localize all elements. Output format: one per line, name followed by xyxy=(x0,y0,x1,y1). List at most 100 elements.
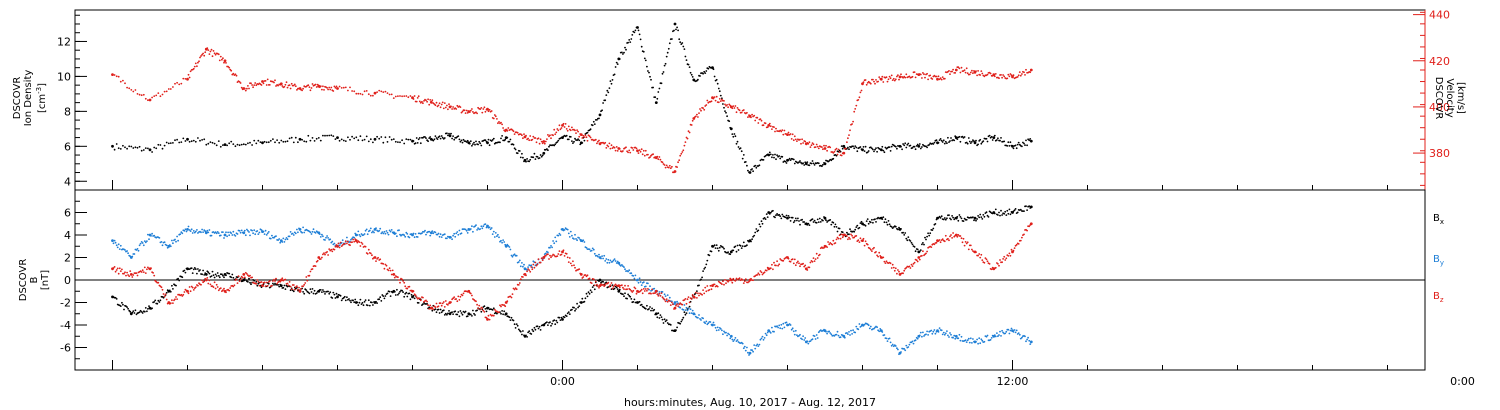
bz-sample xyxy=(657,294,660,297)
by-sample xyxy=(265,234,268,236)
by-sample xyxy=(904,349,907,352)
bz-sample xyxy=(743,280,746,283)
by-sample xyxy=(698,314,700,316)
density-sample xyxy=(874,148,876,151)
bz-sample xyxy=(705,290,708,293)
velocity-sample xyxy=(837,148,840,151)
bx-sample xyxy=(979,213,982,216)
density-sample xyxy=(956,138,959,141)
bz-sample xyxy=(724,279,726,281)
density-sample xyxy=(637,29,640,32)
bz-sample xyxy=(500,305,502,308)
velocity-sample xyxy=(968,73,971,76)
velocity-sample xyxy=(780,130,783,133)
by-sample xyxy=(837,334,840,337)
bx-sample xyxy=(929,232,932,235)
density-sample xyxy=(155,147,158,150)
bz-sample xyxy=(892,266,895,269)
bz-sample xyxy=(556,255,559,257)
density-tick-label: 10 xyxy=(57,70,71,83)
by-sample xyxy=(437,232,440,235)
bz-sample xyxy=(669,304,672,306)
velocity-sample xyxy=(434,104,437,107)
velocity-sample xyxy=(563,126,566,128)
bx-sample xyxy=(760,220,763,223)
bz-sample xyxy=(176,298,179,300)
by-sample xyxy=(999,330,1001,333)
by-sample xyxy=(244,234,247,237)
bx-sample xyxy=(799,223,801,226)
velocity-sample xyxy=(218,59,221,62)
by-sample xyxy=(424,229,426,232)
density-sample xyxy=(602,102,604,104)
density-sample xyxy=(647,70,649,72)
velocity-sample xyxy=(357,92,360,95)
density-sample xyxy=(799,160,801,162)
bx-sample xyxy=(372,304,374,306)
bz-sample xyxy=(597,285,599,288)
velocity-sample xyxy=(751,113,753,116)
by-sample xyxy=(496,235,498,238)
density-sample xyxy=(219,145,222,148)
by-sample xyxy=(513,253,516,256)
density-sample xyxy=(546,148,548,150)
velocity-sample xyxy=(683,144,686,147)
by-point xyxy=(429,231,433,235)
bz-sample xyxy=(171,299,173,302)
density-sample xyxy=(915,145,918,147)
bz-sample xyxy=(194,286,197,288)
bz-sample xyxy=(727,280,729,283)
by-sample xyxy=(177,239,180,242)
bz-sample xyxy=(306,279,309,282)
bx-sample xyxy=(131,311,134,314)
by-sample xyxy=(934,332,937,335)
velocity-sample xyxy=(986,73,989,76)
bx-sample xyxy=(701,276,703,279)
density-sample xyxy=(138,145,141,148)
bx-sample xyxy=(774,216,776,219)
bx-sample xyxy=(816,218,819,221)
density-sample xyxy=(425,137,427,140)
bx-sample xyxy=(675,329,677,331)
velocity-sample xyxy=(211,55,214,58)
velocity-sample xyxy=(676,166,678,169)
bz-sample xyxy=(382,263,385,265)
by-sample xyxy=(183,229,186,232)
bz-sample xyxy=(1004,259,1007,261)
bx-sample xyxy=(1006,209,1009,212)
density-sample xyxy=(157,143,160,146)
bz-sample xyxy=(324,253,326,256)
bx-sample xyxy=(389,295,392,297)
bz-sample xyxy=(911,265,914,267)
by-sample xyxy=(640,284,643,286)
by-sample xyxy=(762,338,765,341)
bz-sample xyxy=(129,270,132,272)
bz-sample xyxy=(453,296,456,298)
bz-sample xyxy=(358,241,361,244)
bz-sample xyxy=(510,296,513,299)
bx-sample xyxy=(864,224,867,227)
velocity-sample xyxy=(605,147,608,149)
by-sample xyxy=(593,252,596,255)
bx-sample xyxy=(522,330,524,332)
bz-sample xyxy=(710,288,713,291)
bz-sample xyxy=(675,304,677,307)
velocity-sample xyxy=(560,127,563,129)
velocity-sample xyxy=(115,75,118,78)
density-sample xyxy=(276,139,278,142)
by-sample xyxy=(989,338,992,341)
bz-sample xyxy=(311,268,314,270)
density-sample xyxy=(169,142,172,145)
bz-sample xyxy=(918,258,921,261)
density-sample xyxy=(713,75,716,78)
density-sample xyxy=(719,94,722,97)
by-sample xyxy=(627,270,629,273)
bz-sample xyxy=(864,240,867,243)
bz-sample xyxy=(641,292,644,295)
velocity-sample xyxy=(501,123,503,126)
velocity-sample xyxy=(202,52,205,55)
density-sample xyxy=(943,142,946,145)
density-sample xyxy=(446,132,448,135)
density-sample xyxy=(361,139,364,142)
bz-sample xyxy=(1021,236,1023,239)
